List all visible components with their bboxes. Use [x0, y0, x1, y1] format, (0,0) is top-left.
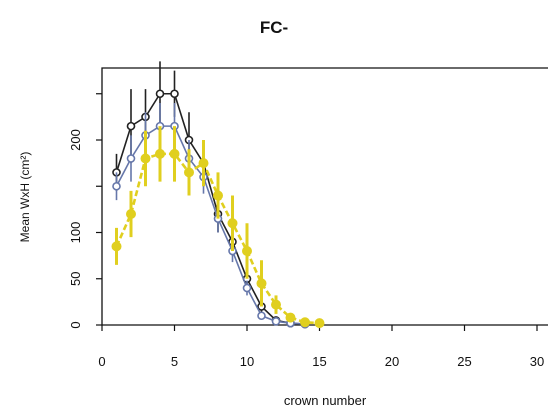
data-point [140, 153, 151, 164]
series-group [111, 61, 325, 329]
data-point [126, 121, 136, 131]
data-point [314, 318, 325, 329]
x-tick-label: 15 [312, 354, 326, 369]
x-tick-label: 30 [530, 354, 544, 369]
data-point [126, 209, 136, 219]
data-point [271, 299, 281, 310]
x-tick-label: 25 [457, 354, 471, 369]
data-point [155, 89, 165, 99]
x-tick-label: 5 [171, 354, 178, 369]
plot-frame [101, 67, 548, 326]
data-point [155, 148, 165, 159]
data-point [285, 312, 296, 323]
x-tick-label: 20 [385, 354, 399, 369]
data-point [213, 190, 223, 201]
y-axis: 0 50 100 200 [68, 93, 102, 329]
data-point [242, 246, 252, 256]
data-point [271, 316, 281, 326]
y-tick-label: 200 [68, 129, 83, 151]
data-point [169, 148, 180, 159]
chart-title: FC- [259, 18, 289, 37]
y-tick-label: 100 [68, 222, 83, 244]
y-tick-label: 0 [68, 321, 83, 328]
x-tick-label: 10 [240, 354, 254, 369]
series-1 [112, 61, 310, 329]
data-point [112, 181, 121, 191]
data-point [184, 167, 194, 178]
x-tick-label: 0 [98, 354, 105, 369]
series-3 [111, 126, 325, 329]
y-axis-label: Mean WxH (cm²) [18, 152, 32, 243]
axes [101, 67, 548, 326]
y-tick-label: 50 [68, 272, 83, 286]
data-point [198, 158, 209, 169]
data-point [227, 218, 238, 229]
x-axis-label: crown number [284, 393, 367, 408]
data-point [242, 283, 252, 293]
data-point [170, 89, 179, 99]
data-point [256, 278, 267, 289]
data-point [300, 317, 310, 328]
data-point [257, 311, 266, 321]
data-point [111, 241, 122, 252]
series-2 [112, 103, 310, 329]
x-axis: 0 5 10 15 20 25 30 [98, 325, 544, 369]
data-point [126, 154, 136, 163]
